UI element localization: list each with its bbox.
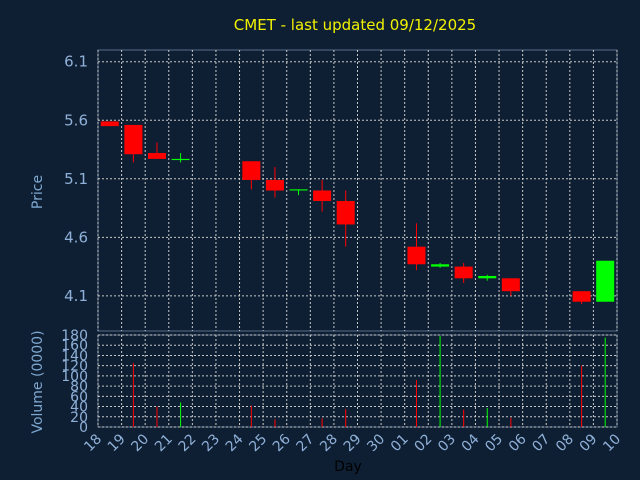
candle-body <box>572 291 591 302</box>
x-tick-label: 29 <box>341 431 365 455</box>
x-tick-label: 28 <box>317 431 341 455</box>
x-tick-label: 01 <box>388 431 412 455</box>
price-tick-label: 5.1 <box>64 170 88 188</box>
price-tick-label: 5.6 <box>64 111 88 129</box>
x-tick-label: 22 <box>176 431 200 455</box>
x-tick-label: 21 <box>152 431 176 455</box>
price-axis-label: Price <box>30 175 46 209</box>
candle-body <box>454 266 473 279</box>
volume-tick-label: 20 <box>70 410 88 426</box>
candle-body <box>431 264 450 267</box>
volume-tick-label: 100 <box>61 369 88 385</box>
x-tick-label: 26 <box>270 431 294 455</box>
price-tick-label: 4.6 <box>64 228 88 246</box>
x-tick-label: 08 <box>553 431 577 455</box>
x-axis-label: Day <box>334 459 362 475</box>
price-tick-label: 6.1 <box>64 53 88 71</box>
x-tick-label: 07 <box>529 431 553 455</box>
volume-tick-label: 140 <box>61 348 88 364</box>
x-axis: 18 19 20 21 22 23 24 25 26 27 28 29 30 01 02 03 04 05 06 07… <box>81 431 624 455</box>
x-tick-label: 20 <box>128 431 152 455</box>
volume-bars <box>132 336 606 427</box>
x-tick-label: 04 <box>459 431 483 455</box>
x-tick-label: 09 <box>577 431 601 455</box>
price-axis: 6.1 5.6 5.1 4.6 4.1 <box>64 53 88 305</box>
candle-body <box>478 275 497 279</box>
candle-body <box>313 190 332 202</box>
volume-tick-label: 0 <box>79 420 88 436</box>
x-tick-label: 06 <box>506 431 530 455</box>
x-tick-label: 10 <box>600 431 624 455</box>
candle-body <box>242 161 261 180</box>
x-tick-label: 05 <box>482 431 506 455</box>
x-tick-label: 27 <box>294 431 318 455</box>
chart-title: CMET - last updated 09/12/2025 <box>234 16 476 34</box>
volume-tick-label: 60 <box>70 389 88 405</box>
candle-body <box>147 153 166 159</box>
candlesticks <box>100 121 615 305</box>
candle-body <box>596 260 615 302</box>
volume-axis-label: Volume (0000) <box>30 330 46 433</box>
volume-tick-label: 40 <box>70 400 88 416</box>
price-tick-label: 4.1 <box>64 287 88 305</box>
x-tick-label: 25 <box>246 431 270 455</box>
x-tick-label: 02 <box>411 431 435 455</box>
x-tick-label: 03 <box>435 431 459 455</box>
volume-tick-label: 180 <box>61 328 88 344</box>
x-tick-label: 23 <box>199 431 223 455</box>
grid-lines <box>97 50 618 428</box>
candle-body <box>336 201 355 225</box>
volume-tick-label: 80 <box>70 379 88 395</box>
candle-body <box>407 246 426 265</box>
x-tick-label: 19 <box>105 431 129 455</box>
x-tick-label: 24 <box>223 431 247 455</box>
candle-body <box>501 278 520 292</box>
volume-tick-label: 120 <box>61 359 88 375</box>
candle-body <box>289 189 308 191</box>
candle-body <box>265 179 284 191</box>
candle-body <box>124 124 143 155</box>
x-tick-label: 30 <box>364 431 388 455</box>
volume-tick-label: 160 <box>61 338 88 354</box>
candle-body <box>100 121 119 127</box>
candle-body <box>171 158 190 161</box>
